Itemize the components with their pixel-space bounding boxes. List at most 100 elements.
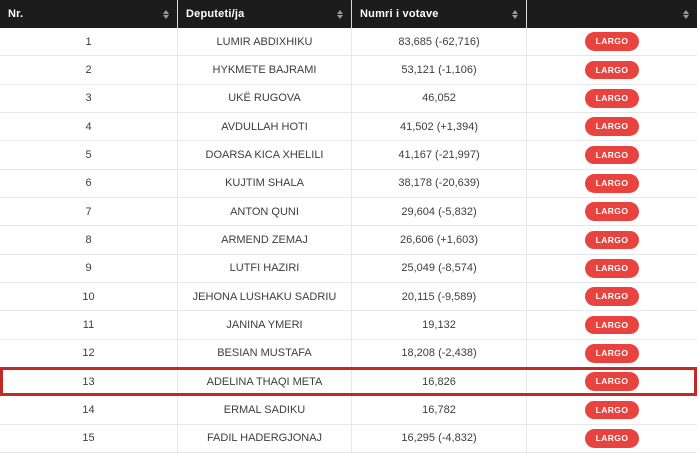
header-cell-action[interactable] — [527, 0, 697, 28]
row-number: 12 — [0, 339, 178, 367]
row-deputy-name: UKË RUGOVA — [178, 84, 352, 112]
row-number: 8 — [0, 226, 178, 254]
header-label-nr: Nr. — [8, 8, 24, 20]
largo-button[interactable]: LARGO — [584, 32, 640, 51]
table-row: 15 FADIL HADERGJONAJ 16,295 (-4,832) LAR… — [0, 424, 697, 453]
row-number: 14 — [0, 396, 178, 424]
row-number: 1 — [0, 28, 178, 56]
row-deputy-name: BESIAN MUSTAFA — [178, 339, 352, 367]
table-row: 11 JANINA YMERI 19,132 LARGO — [0, 311, 697, 340]
row-deputy-name: ADELINA THAQI META — [178, 367, 352, 396]
row-deputy-name: FADIL HADERGJONAJ — [178, 424, 352, 452]
row-deputy-name: JEHONA LUSHAKU SADRIU — [178, 282, 352, 311]
row-votes: 26,606 (+1,603) — [352, 226, 527, 254]
row-deputy-name: ARMEND ZEMAJ — [178, 226, 352, 254]
row-votes: 18,208 (-2,438) — [352, 339, 527, 367]
row-action-cell: LARGO — [527, 28, 697, 55]
largo-button[interactable]: LARGO — [584, 287, 640, 306]
largo-button[interactable]: LARGO — [584, 429, 640, 448]
table-row: 1 LUMIR ABDIXHIKU 83,685 (-62,716) LARGO — [0, 28, 697, 57]
row-votes: 19,132 — [352, 311, 527, 339]
row-votes: 29,604 (-5,832) — [352, 197, 527, 226]
row-action-cell: LARGO — [527, 198, 697, 225]
row-deputy-name: LUMIR ABDIXHIKU — [178, 28, 352, 56]
row-votes: 25,049 (-8,574) — [352, 254, 527, 282]
table-row: 8 ARMEND ZEMAJ 26,606 (+1,603) LARGO — [0, 226, 697, 255]
table-row: 3 UKË RUGOVA 46,052 LARGO — [0, 84, 697, 113]
row-votes: 16,826 — [352, 367, 527, 396]
row-number: 11 — [0, 311, 178, 339]
row-number: 2 — [0, 56, 178, 84]
largo-button[interactable]: LARGO — [584, 60, 640, 80]
row-votes: 16,295 (-4,832) — [352, 424, 527, 452]
row-deputy-name: LUTFI HAZIRI — [178, 254, 352, 282]
row-number: 10 — [0, 282, 178, 311]
header-label-deputy: Deputeti/ja — [186, 8, 245, 20]
row-action-cell: LARGO — [527, 396, 697, 423]
row-action-cell: LARGO — [527, 170, 697, 197]
row-action-cell: LARGO — [527, 340, 697, 367]
row-deputy-name: DOARSA KICA XHELILI — [178, 141, 352, 169]
row-number: 5 — [0, 141, 178, 169]
row-votes: 46,052 — [352, 84, 527, 112]
header-label-votes: Numri i votave — [360, 8, 439, 20]
row-action-cell: LARGO — [527, 311, 697, 338]
largo-button[interactable]: LARGO — [584, 202, 640, 221]
row-votes: 53,121 (-1,106) — [352, 56, 527, 84]
table-body: 1 LUMIR ABDIXHIKU 83,685 (-62,716) LARGO… — [0, 28, 697, 453]
sort-icon — [337, 9, 343, 19]
row-deputy-name: ANTON QUNI — [178, 197, 352, 226]
largo-button[interactable]: LARGO — [584, 230, 640, 250]
row-deputy-name: AVDULLAH HOTI — [178, 112, 352, 141]
table-row: 5 DOARSA KICA XHELILI 41,167 (-21,997) L… — [0, 141, 697, 170]
sort-icon — [512, 9, 518, 19]
table-row: 7 ANTON QUNI 29,604 (-5,832) LARGO — [0, 197, 697, 227]
header-cell-votes[interactable]: Numri i votave — [352, 0, 527, 28]
row-action-cell: LARGO — [527, 56, 697, 83]
largo-button[interactable]: LARGO — [584, 315, 640, 335]
largo-button[interactable]: LARGO — [584, 372, 640, 391]
table-header-row: Nr. Deputeti/ja Numri i votave — [0, 0, 697, 28]
table-row: 2 HYKMETE BAJRAMI 53,121 (-1,106) LARGO — [0, 56, 697, 85]
sort-icon — [683, 9, 689, 19]
row-deputy-name: JANINA YMERI — [178, 311, 352, 339]
row-number: 7 — [0, 197, 178, 226]
row-deputy-name: KUJTIM SHALA — [178, 169, 352, 197]
table-row: 9 LUTFI HAZIRI 25,049 (-8,574) LARGO — [0, 254, 697, 283]
row-votes: 20,115 (-9,589) — [352, 282, 527, 311]
row-votes: 41,502 (+1,394) — [352, 112, 527, 141]
largo-button[interactable]: LARGO — [584, 117, 640, 136]
row-number: 13 — [0, 367, 178, 396]
row-action-cell: LARGO — [527, 425, 697, 452]
row-votes: 16,782 — [352, 396, 527, 424]
row-action-cell: LARGO — [527, 113, 697, 140]
row-number: 4 — [0, 112, 178, 141]
table-row: 12 BESIAN MUSTAFA 18,208 (-2,438) LARGO — [0, 339, 697, 368]
largo-button[interactable]: LARGO — [584, 89, 640, 108]
row-votes: 83,685 (-62,716) — [352, 28, 527, 56]
row-number: 9 — [0, 254, 178, 282]
row-action-cell: LARGO — [527, 85, 697, 112]
table-row: 4 AVDULLAH HOTI 41,502 (+1,394) LARGO — [0, 112, 697, 142]
row-action-cell: LARGO — [527, 368, 697, 395]
header-cell-deputy[interactable]: Deputeti/ja — [178, 0, 352, 28]
table-row: 6 KUJTIM SHALA 38,178 (-20,639) LARGO — [0, 169, 697, 198]
row-action-cell: LARGO — [527, 283, 697, 310]
largo-button[interactable]: LARGO — [584, 344, 640, 363]
largo-button[interactable]: LARGO — [584, 259, 640, 278]
row-deputy-name: HYKMETE BAJRAMI — [178, 56, 352, 84]
row-action-cell: LARGO — [527, 226, 697, 253]
largo-button[interactable]: LARGO — [584, 174, 640, 193]
largo-button[interactable]: LARGO — [584, 400, 640, 420]
table-row: 14 ERMAL SADIKU 16,782 LARGO — [0, 396, 697, 425]
row-number: 15 — [0, 424, 178, 452]
table-row: 13 ADELINA THAQI META 16,826 LARGO — [0, 366, 697, 397]
row-number: 6 — [0, 169, 178, 197]
table-row: 10 JEHONA LUSHAKU SADRIU 20,115 (-9,589)… — [0, 282, 697, 312]
largo-button[interactable]: LARGO — [584, 145, 640, 165]
header-cell-nr[interactable]: Nr. — [0, 0, 178, 28]
sort-icon — [163, 9, 169, 19]
row-number: 3 — [0, 84, 178, 112]
row-action-cell: LARGO — [527, 141, 697, 168]
